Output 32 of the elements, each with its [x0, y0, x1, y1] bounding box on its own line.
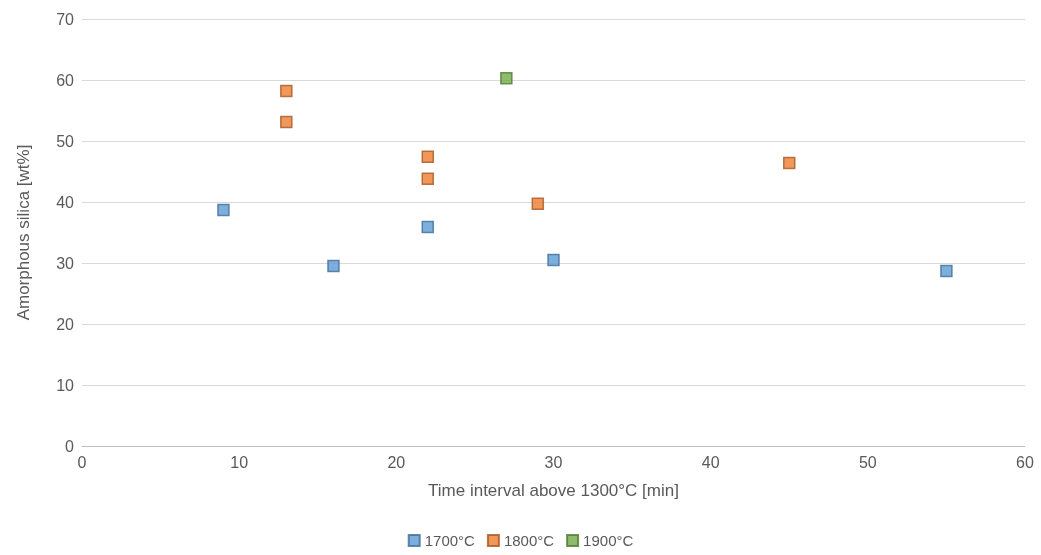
point — [421, 150, 435, 164]
legend-label: 1800°C — [503, 532, 555, 549]
x-tick-label: 50 — [858, 453, 877, 471]
y-tick-label: 30 — [56, 254, 75, 272]
point — [280, 84, 293, 98]
x-axis-title: Time interval above 1300°C [min] — [428, 481, 679, 500]
y-tick-label: 0 — [65, 437, 75, 455]
point — [531, 197, 545, 211]
y-tick-label: 70 — [56, 10, 75, 28]
point — [280, 115, 293, 129]
point — [421, 172, 435, 186]
y-tick-label: 10 — [56, 376, 75, 394]
x-tick-label: 0 — [77, 453, 87, 471]
y-tick-label: 20 — [56, 315, 75, 333]
legend-label: 1700°C — [424, 532, 476, 549]
x-tick-label: 20 — [387, 453, 406, 471]
point — [940, 264, 953, 278]
point — [547, 253, 560, 267]
y-tick-label: 60 — [56, 71, 75, 89]
x-tick-label: 30 — [544, 453, 563, 471]
x-tick-label: 10 — [230, 453, 249, 471]
y-axis-title: Amorphous silica [wt%] — [14, 144, 33, 321]
point — [327, 259, 340, 273]
point — [783, 156, 796, 170]
x-tick-label: 60 — [1016, 453, 1034, 471]
y-tick-label: 50 — [56, 132, 75, 150]
point — [217, 203, 230, 217]
x-tick-label: 40 — [701, 453, 720, 471]
point — [500, 71, 513, 85]
point — [421, 220, 435, 234]
y-tick-label: 40 — [56, 193, 75, 211]
legend-label: 1900°C — [583, 532, 634, 549]
